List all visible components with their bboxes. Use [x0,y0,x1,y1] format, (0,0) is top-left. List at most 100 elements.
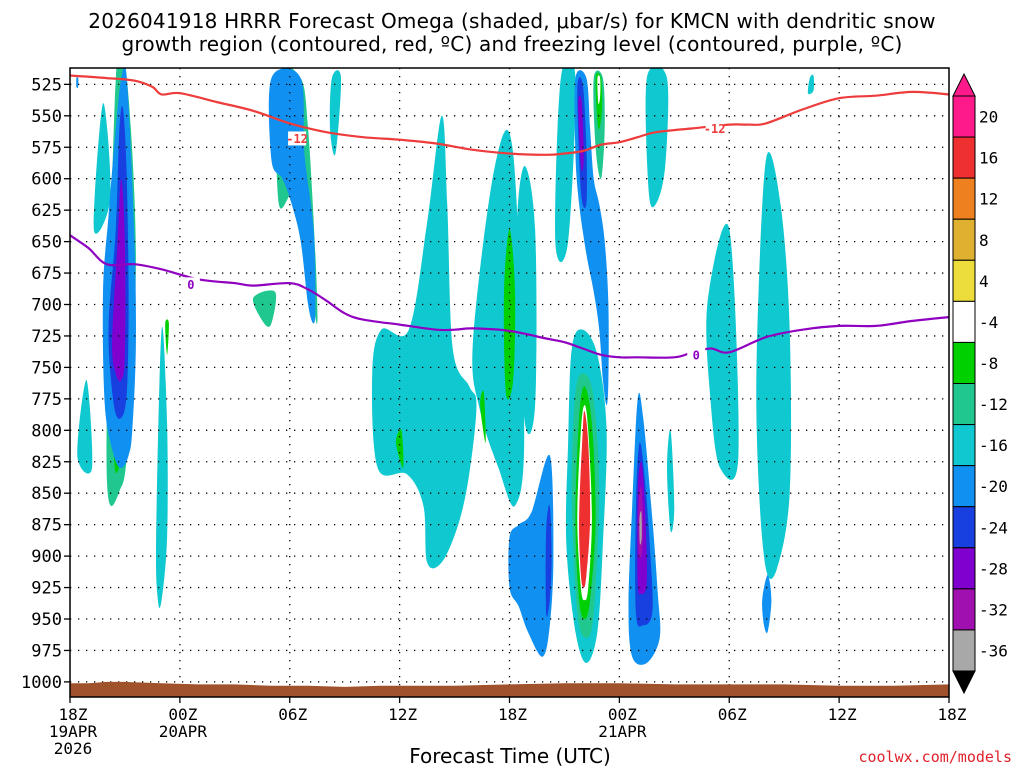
omega-area-29 [597,75,601,105]
omega-area-2 [155,326,168,608]
omega-area-8 [371,115,477,569]
chart-title: 2026041918 HRRR Forecast Omega (shaded, … [88,9,936,33]
colorbar-label-12: -32 [979,600,1008,619]
omega-area-21 [503,229,516,400]
colorbar-swatch-3 [952,218,976,261]
colorbar-swatch-4 [952,259,976,302]
omega-area-44 [762,575,772,634]
contour-label-0-0: -12 [286,132,308,146]
x-tick-label-0: 18Z [59,705,88,724]
y-tick-label-725: 725 [31,327,62,347]
x-tick-label-8: 18Z [938,705,967,724]
contour-label-1-0: 0 [187,278,194,292]
colorbar-swatch-6 [952,341,976,384]
omega-area-7 [329,70,342,156]
colorbar-label-13: -36 [979,641,1008,660]
y-tick-label-825: 825 [31,453,62,473]
y-tick-label-600: 600 [31,170,62,190]
grid-lines [70,68,949,697]
temperature-contours: -12 -12 0 0 [70,74,949,362]
terrain-layer [70,681,949,697]
omega-area-19 [395,429,404,469]
x-tick-date-0: 19APR [49,722,98,741]
credit-link[interactable]: coolwx.com/models [858,748,1012,766]
colorbar-label-10: -24 [979,518,1008,537]
y-tick-label-950: 950 [31,610,62,630]
y-tick-label-775: 775 [31,390,62,410]
omega-area-43 [639,510,642,545]
contour-label-bg-0-1 [705,121,724,136]
x-tick-year-0: 2026 [54,739,93,758]
omega-colorbar: 20 16 12 8 4 -4 -8 -12 -16 -20 -24 -28 -32 -36 [952,72,1008,695]
contour-line-0 [70,74,949,156]
y-tick-label-575: 575 [31,138,62,158]
contour-label-bg-1-0 [181,277,200,292]
colorbar-label-5: -4 [979,313,998,332]
colorbar-label-7: -12 [979,395,1008,414]
colorbar-label-2: 12 [979,190,998,209]
colorbar-swatch-9 [952,465,976,508]
contour-label-bg-1-1 [687,347,706,362]
colorbar-swatch-12 [952,588,976,631]
x-tick-label-6: 06Z [718,705,747,724]
colorbar-label-11: -28 [979,559,1008,578]
x-tick-label-7: 12Z [828,705,857,724]
y-tick-label-550: 550 [31,107,62,127]
y-tick-label-800: 800 [31,421,62,441]
omega-area-33 [268,68,316,324]
y-tick-label-875: 875 [31,516,62,536]
y-tick-label-650: 650 [31,233,62,253]
x-tick-label-4: 18Z [498,705,527,724]
omega-area-18 [165,319,169,355]
omega-area-12 [645,68,669,208]
y-tick-label-625: 625 [31,201,62,221]
contour-line-1 [70,234,949,359]
colorbar-swatch-0 [952,95,976,138]
y-tick-label-525: 525 [31,75,62,95]
colorbar-label-8: -16 [979,436,1008,455]
y-tick-label-925: 925 [31,579,62,599]
colorbar-swatch-2 [952,177,976,220]
y-tick-label-1000: 1000 [21,673,62,693]
colorbar-label-1: 16 [979,149,998,168]
x-axis-label: Forecast Time (UTC) [409,744,611,768]
x-tick-label-2: 06Z [278,705,307,724]
colorbar-arrow-bottom [952,670,976,695]
x-tick-label-3: 12Z [388,705,417,724]
omega-area-26 [579,410,591,588]
y-tick-label-675: 675 [31,264,62,284]
chart-subtitle: growth region (contoured, red, ºC) and f… [121,32,903,56]
x-tick-label-5: 00Z [608,705,637,724]
colorbar-label-3: 8 [979,231,989,250]
colorbar-swatch-11 [952,547,976,590]
y-tick-label-900: 900 [31,547,62,567]
omega-area-11 [555,68,576,263]
colorbar-swatch-8 [952,424,976,467]
pressure-axis: 525 550 575 600 625 650 675 700 725 750 775 800 825 8… [21,75,70,693]
omega-area-13 [667,429,675,533]
omega-area-0 [77,379,93,474]
omega-shading [76,68,815,665]
colorbar-label-6: -8 [979,354,998,373]
y-tick-label-850: 850 [31,484,62,504]
colorbar-swatch-1 [952,136,976,179]
y-tick-label-975: 975 [31,641,62,661]
colorbar-swatch-5 [952,300,976,343]
contour-label-1-1: 0 [693,348,700,362]
omega-area-32 [112,178,126,382]
y-tick-label-700: 700 [31,296,62,316]
x-tick-date-1: 20APR [159,722,208,741]
contour-label-0-1: -12 [704,122,726,136]
colorbar-swatch-7 [952,383,976,426]
colorbar-arrow-top [952,72,976,97]
omega-area-45 [76,76,79,88]
omega-area-35 [545,504,552,617]
omega-area-16 [807,74,815,95]
x-tick-label-1: 00Z [168,705,197,724]
colorbar-swatch-13 [952,629,976,672]
omega-area-9 [472,129,525,507]
omega-area-17 [252,290,277,327]
omega-area-15 [756,151,792,579]
